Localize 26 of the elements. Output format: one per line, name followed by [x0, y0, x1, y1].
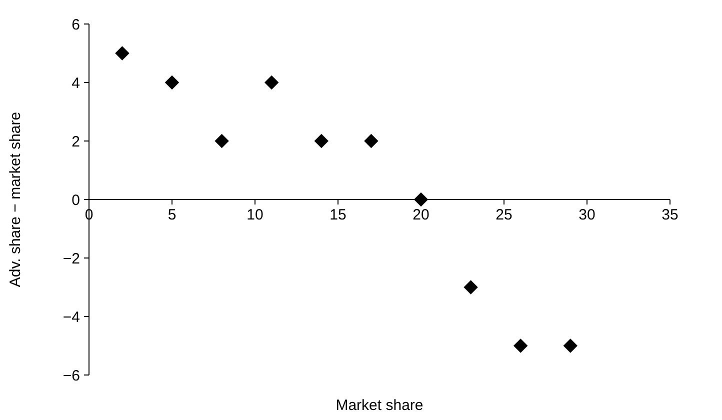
y-tick-label: 4 [72, 74, 80, 92]
y-axis-title: Adv. share − market share [7, 112, 24, 288]
y-tick-label: 6 [72, 16, 80, 34]
point [464, 280, 478, 294]
x-axis-title: Market share [336, 397, 424, 414]
point [264, 75, 279, 90]
x-tick-label: 20 [412, 206, 430, 224]
point [314, 134, 329, 148]
point [414, 192, 428, 207]
point [164, 75, 180, 90]
x-tick-label: 30 [578, 206, 596, 224]
x-tick-label: 15 [330, 206, 346, 224]
y-tick-label: −6 [62, 367, 80, 384]
x-tick-label: 10 [246, 206, 264, 224]
point [563, 338, 578, 353]
point [364, 134, 378, 148]
x-tick-label: 5 [168, 206, 176, 224]
y-tick-label: 0 [72, 192, 80, 209]
point [513, 338, 528, 353]
x-tick-label: 25 [496, 206, 512, 224]
point [115, 46, 130, 60]
y-tick-label: 2 [72, 133, 80, 150]
y-tick-label: −2 [62, 250, 80, 268]
point [214, 134, 229, 148]
x-tick-label: 35 [662, 206, 678, 224]
y-tick-label: −4 [62, 308, 80, 326]
